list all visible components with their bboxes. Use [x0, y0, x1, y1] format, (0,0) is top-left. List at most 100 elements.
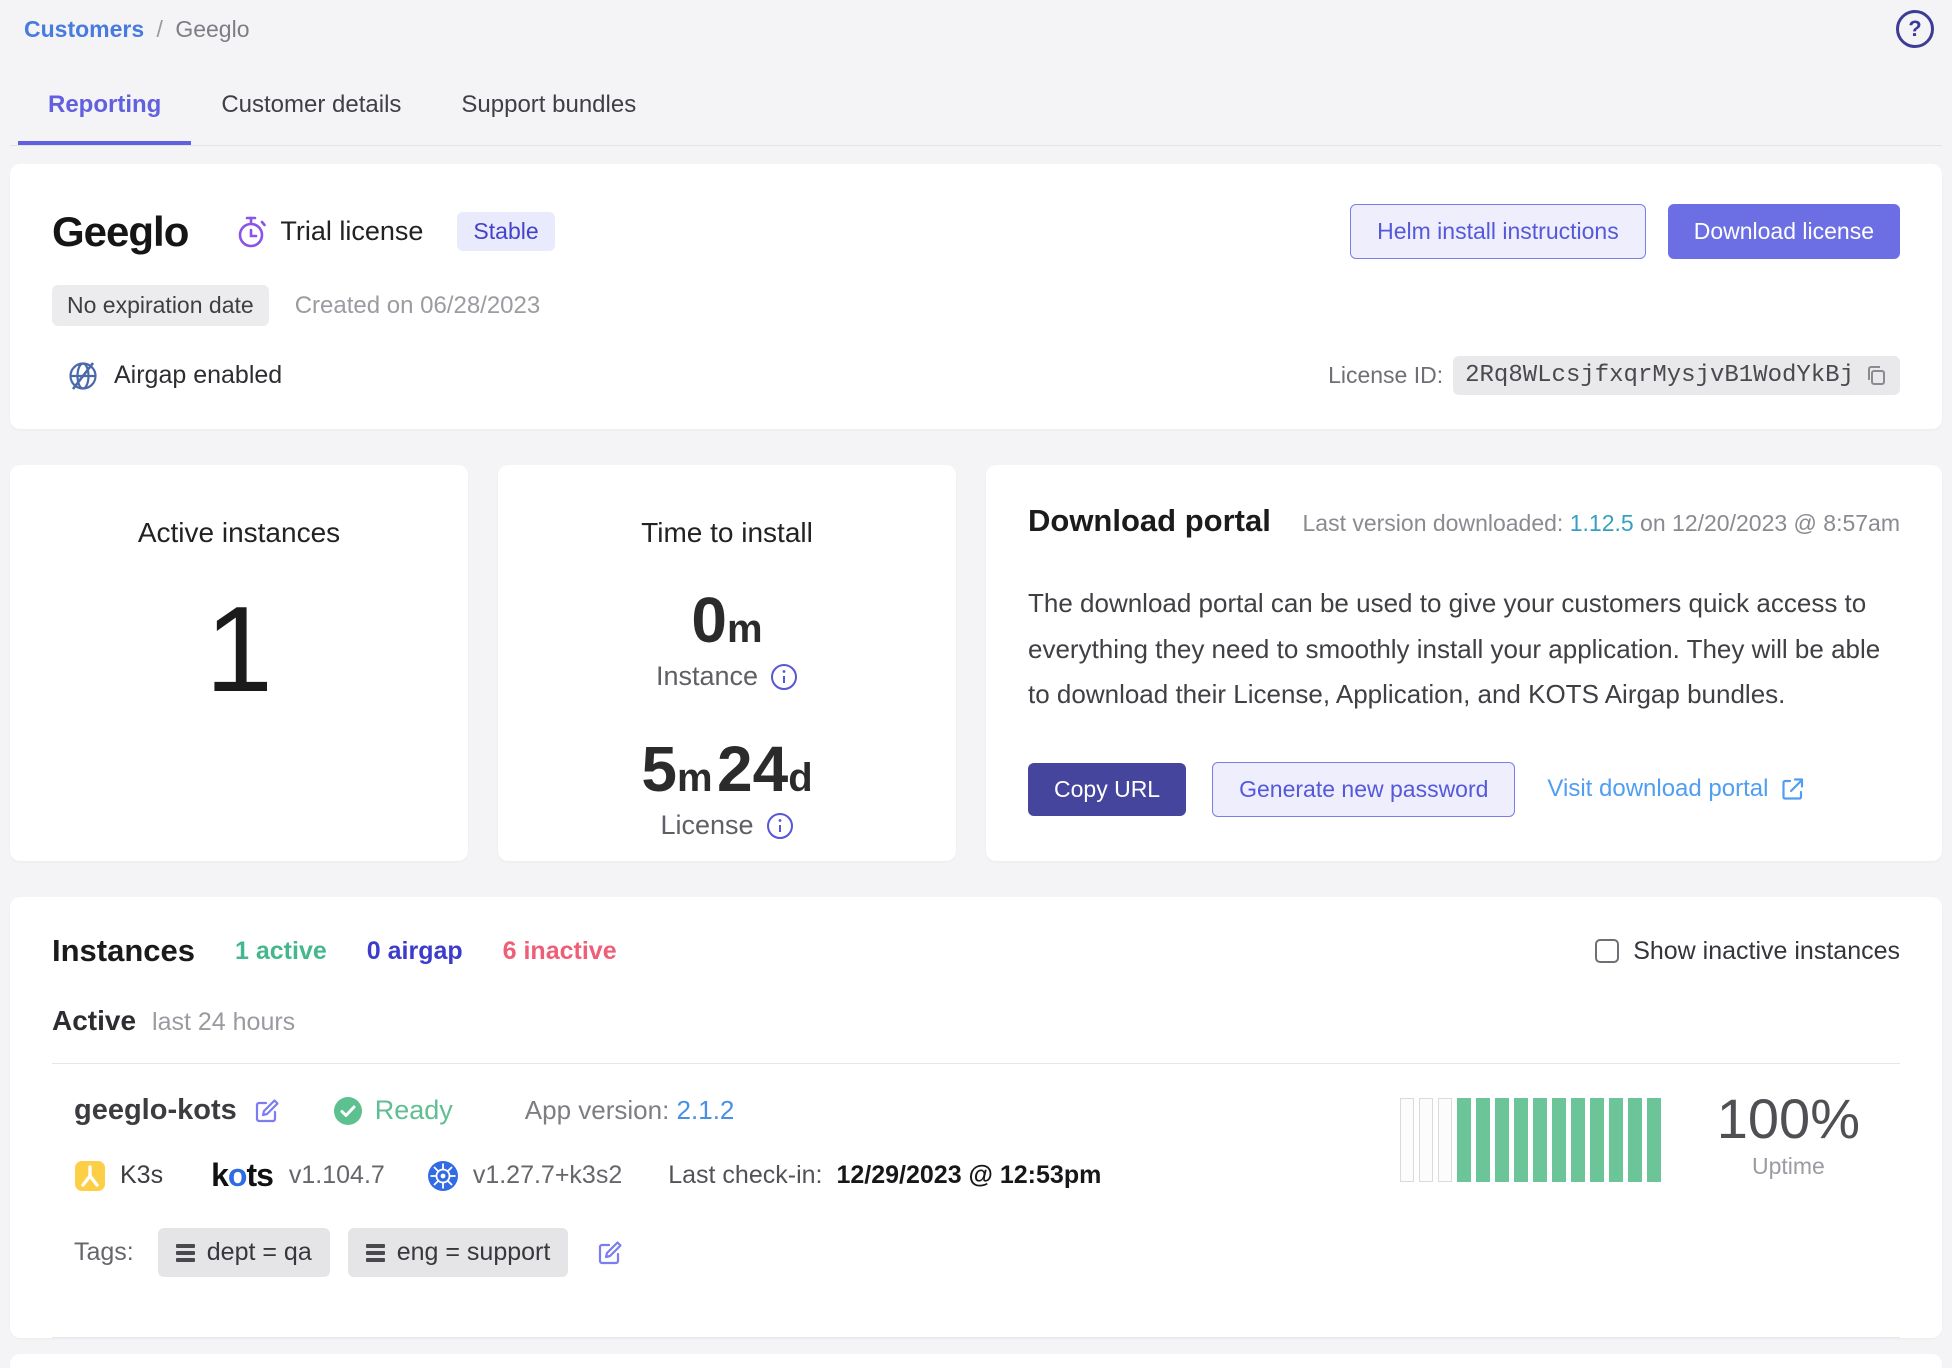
instance-row: geeglo-kots Ready App version: 2.1.2	[52, 1064, 1900, 1311]
uptime-bar-empty	[1418, 1098, 1433, 1182]
time-to-install-card: Time to install 0m Instance 5m 24d Licen…	[498, 465, 956, 861]
tab-customer-details[interactable]: Customer details	[221, 91, 402, 118]
last-version-downloaded: Last version downloaded: 1.12.5 on 12/20…	[1302, 510, 1900, 536]
license-type-label: Trial license	[280, 216, 424, 246]
tab-bar: Reporting Customer details Support bundl…	[10, 77, 1942, 146]
copy-url-button[interactable]: Copy URL	[1028, 762, 1187, 816]
license-type: Trial license	[224, 215, 423, 249]
k8s-version: v1.27.7+k3s2	[472, 1161, 623, 1189]
active-instances-card: Active instances 1	[10, 465, 468, 861]
tag-eng-support[interactable]: eng = support	[347, 1228, 569, 1277]
show-inactive-checkbox[interactable]	[1595, 939, 1620, 963]
uptime-bar-up	[1646, 1098, 1661, 1182]
check-circle-icon	[333, 1096, 363, 1126]
breadcrumb: Customers / Geeglo	[10, 0, 1942, 43]
generate-new-password-button[interactable]: Generate new password	[1212, 761, 1516, 817]
uptime-bar-up	[1627, 1098, 1642, 1182]
breadcrumb-current: Geeglo	[175, 16, 250, 42]
uptime-bar-up	[1589, 1098, 1604, 1182]
uptime-bars	[1399, 1098, 1661, 1182]
distribution-label: K3s	[120, 1161, 164, 1189]
license-id-label: License ID:	[1328, 362, 1444, 388]
active-group-subtitle: last 24 hours	[152, 1008, 296, 1036]
instances-title: Instances	[52, 933, 196, 968]
info-icon[interactable]	[770, 663, 798, 691]
tag-icon	[365, 1243, 385, 1262]
license-install-time: 5m 24d	[641, 733, 813, 805]
help-icon[interactable]: ?	[1896, 10, 1934, 48]
download-license-button[interactable]: Download license	[1667, 204, 1900, 259]
tag-icon	[175, 1243, 195, 1262]
kubernetes-icon	[427, 1160, 459, 1192]
instances-card: Instances 1 active 0 airgap 6 inactive S…	[10, 897, 1942, 1338]
app-version-link[interactable]: 2.1.2	[676, 1095, 735, 1125]
next-section-card-partial	[10, 1354, 1942, 1368]
inactive-count[interactable]: 6 inactive	[502, 936, 617, 965]
license-id-value[interactable]: 2Rq8WLcsjfxqrMysjvB1WodYkBj	[1453, 356, 1900, 395]
app-version: App version: 2.1.2	[524, 1095, 735, 1125]
license-summary-card: Geeglo Trial license Stable Helm install…	[10, 164, 1942, 429]
uptime-bar-up	[1608, 1098, 1623, 1182]
active-instances-title: Active instances	[137, 517, 341, 548]
instance-status-label: Ready	[374, 1095, 453, 1125]
last-checkin-label: Last check-in:	[668, 1161, 823, 1189]
divider	[52, 1063, 1900, 1064]
instance-time-label: Instance	[655, 661, 759, 691]
customer-name: Geeglo	[52, 207, 189, 255]
distribution: K3s	[74, 1160, 163, 1192]
created-date-text: Created on 06/28/2023	[294, 291, 541, 319]
download-portal-card: Download portal Last version downloaded:…	[986, 465, 1942, 861]
uptime-bar-up	[1475, 1098, 1490, 1182]
helm-install-instructions-button[interactable]: Helm install instructions	[1350, 204, 1646, 259]
breadcrumb-customers-link[interactable]: Customers	[24, 16, 145, 42]
show-inactive-toggle: Show inactive instances	[1595, 937, 1900, 966]
airgap-enabled-label: Airgap enabled	[114, 361, 283, 389]
last-checkin-value: 12/29/2023 @ 12:53pm	[836, 1161, 1102, 1189]
license-id-text: 2Rq8WLcsjfxqrMysjvB1WodYkBj	[1465, 362, 1854, 389]
tab-support-bundles[interactable]: Support bundles	[461, 91, 637, 118]
kots-version: v1.104.7	[288, 1161, 385, 1189]
tab-reporting[interactable]: Reporting	[18, 77, 192, 145]
divider	[52, 1337, 1900, 1338]
edit-tags-icon[interactable]	[596, 1239, 624, 1267]
uptime-widget: 100% Uptime	[1399, 1087, 1860, 1182]
globe-slash-icon	[66, 359, 100, 393]
stopwatch-icon	[236, 215, 268, 249]
external-link-icon	[1780, 776, 1806, 802]
uptime-bar-up	[1456, 1098, 1471, 1182]
channel-badge: Stable	[457, 212, 555, 251]
info-icon[interactable]	[766, 812, 794, 840]
active-instances-count: 1	[205, 581, 273, 717]
license-time-label: License	[660, 810, 754, 840]
last-version-link[interactable]: 1.12.5	[1569, 510, 1634, 536]
active-group-title: Active	[52, 1005, 137, 1036]
download-portal-description: The download portal can be used to give …	[1028, 588, 1881, 709]
uptime-percent: 100%	[1716, 1087, 1860, 1150]
airgap-count[interactable]: 0 airgap	[366, 936, 463, 965]
time-to-install-title: Time to install	[641, 517, 813, 548]
active-count[interactable]: 1 active	[235, 936, 327, 965]
uptime-bar-up	[1551, 1098, 1566, 1182]
uptime-bar-empty	[1399, 1098, 1414, 1182]
kots-logo: kots	[211, 1157, 274, 1193]
airgap-status: Airgap enabled	[52, 359, 282, 393]
uptime-bar-up	[1570, 1098, 1585, 1182]
uptime-bar-up	[1494, 1098, 1509, 1182]
uptime-bar-up	[1532, 1098, 1547, 1182]
show-inactive-label: Show inactive instances	[1633, 936, 1900, 965]
edit-instance-name-icon[interactable]	[253, 1097, 281, 1125]
tags-label: Tags:	[74, 1238, 134, 1266]
breadcrumb-separator: /	[156, 16, 163, 42]
copy-icon[interactable]	[1864, 364, 1888, 388]
uptime-bar-up	[1513, 1098, 1528, 1182]
k3s-icon	[74, 1160, 106, 1192]
visit-download-portal-link[interactable]: Visit download portal	[1547, 775, 1806, 803]
download-portal-title: Download portal	[1028, 503, 1271, 538]
uptime-bar-empty	[1437, 1098, 1452, 1182]
expiration-badge: No expiration date	[52, 285, 269, 326]
instance-name: geeglo-kots	[74, 1094, 237, 1126]
uptime-label: Uptime	[1751, 1153, 1825, 1179]
instance-install-time: 0m	[691, 584, 763, 656]
tag-dept-qa[interactable]: dept = qa	[157, 1228, 330, 1277]
